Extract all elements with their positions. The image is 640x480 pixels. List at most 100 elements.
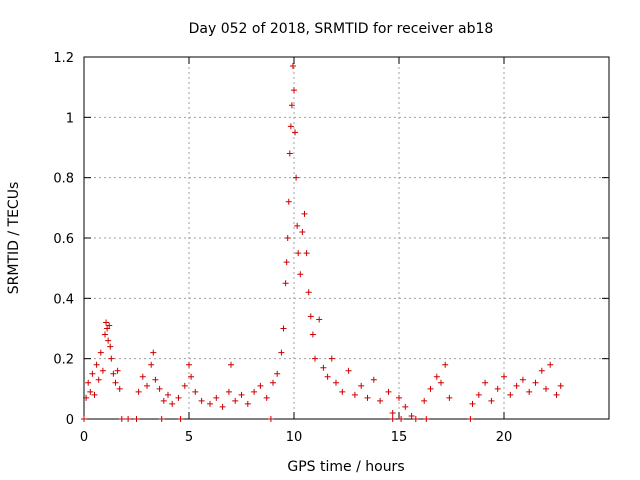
x-tick-label: 0 xyxy=(80,430,88,445)
data-point xyxy=(438,380,444,386)
data-point xyxy=(434,374,440,380)
chart: Day 052 of 2018, SRMTID for receiver ab1… xyxy=(0,0,640,480)
data-point xyxy=(295,250,301,256)
data-point xyxy=(278,350,284,356)
y-tick-label: 1.2 xyxy=(53,51,74,66)
data-point xyxy=(501,374,507,380)
data-point xyxy=(554,392,560,398)
data-point xyxy=(547,362,553,368)
data-point xyxy=(98,350,104,356)
data-point xyxy=(409,413,415,419)
x-tick-label: 10 xyxy=(286,430,303,445)
data-point xyxy=(283,280,289,286)
data-point xyxy=(291,87,297,93)
data-point xyxy=(288,123,294,129)
x-tick-label: 5 xyxy=(185,430,193,445)
data-point xyxy=(105,338,111,344)
data-point xyxy=(390,410,396,416)
data-point xyxy=(117,386,123,392)
data-point xyxy=(228,362,234,368)
grid xyxy=(84,57,609,419)
data-point xyxy=(312,356,318,362)
data-point xyxy=(226,389,232,395)
data-point xyxy=(346,368,352,374)
y-tick-label: 0 xyxy=(66,413,74,428)
data-point xyxy=(107,344,113,350)
data-point xyxy=(325,374,331,380)
data-point xyxy=(186,362,192,368)
data-point xyxy=(526,389,532,395)
data-point xyxy=(96,377,102,383)
data-points xyxy=(81,63,564,422)
data-point xyxy=(352,392,358,398)
data-point xyxy=(87,389,93,395)
data-point xyxy=(232,398,238,404)
data-point xyxy=(100,368,106,374)
data-point xyxy=(316,316,322,322)
data-point xyxy=(157,386,163,392)
data-point xyxy=(413,416,419,422)
data-point xyxy=(251,389,257,395)
data-point xyxy=(320,365,326,371)
data-point xyxy=(396,395,402,401)
data-point xyxy=(476,392,482,398)
data-point xyxy=(339,389,345,395)
data-point xyxy=(533,380,539,386)
data-point xyxy=(386,389,392,395)
data-point xyxy=(402,404,408,410)
data-point xyxy=(245,401,251,407)
data-point xyxy=(115,368,121,374)
data-point xyxy=(365,395,371,401)
chart-title: Day 052 of 2018, SRMTID for receiver ab1… xyxy=(189,21,494,37)
data-point xyxy=(371,377,377,383)
data-point xyxy=(482,380,488,386)
data-point xyxy=(304,250,310,256)
data-point xyxy=(514,383,520,389)
data-point xyxy=(270,380,276,386)
data-point xyxy=(467,416,473,422)
data-point xyxy=(293,175,299,181)
data-point xyxy=(488,398,494,404)
data-point xyxy=(140,374,146,380)
data-point xyxy=(297,271,303,277)
data-point xyxy=(292,129,298,135)
data-point xyxy=(182,383,188,389)
data-point xyxy=(285,235,291,241)
data-point xyxy=(159,416,165,422)
data-point xyxy=(207,401,213,407)
data-point xyxy=(103,319,109,325)
y-tick-label: 0.8 xyxy=(53,172,74,187)
data-point xyxy=(220,404,226,410)
data-point xyxy=(134,416,140,422)
data-point xyxy=(192,389,198,395)
data-point xyxy=(306,289,312,295)
data-point xyxy=(165,392,171,398)
data-point xyxy=(539,368,545,374)
axis-ticks: 0 0.2 0.4 0.6 0.8 1 1.2 0 5 10 15 20 xyxy=(53,51,609,445)
data-point xyxy=(520,377,526,383)
data-point xyxy=(377,398,383,404)
x-tick-label: 20 xyxy=(496,430,513,445)
data-point xyxy=(446,395,452,401)
data-point xyxy=(144,383,150,389)
data-point xyxy=(199,398,205,404)
x-axis-label: GPS time / hours xyxy=(287,459,404,475)
data-point xyxy=(358,383,364,389)
data-point xyxy=(110,371,116,377)
data-point xyxy=(284,259,290,265)
data-point xyxy=(308,313,314,319)
data-point xyxy=(136,389,142,395)
data-point xyxy=(169,401,175,407)
data-point xyxy=(257,383,263,389)
y-axis-label: SRMTID / TECUs xyxy=(6,182,22,295)
data-point xyxy=(81,416,87,422)
data-point xyxy=(329,356,335,362)
y-tick-label: 0.6 xyxy=(53,232,74,247)
data-point xyxy=(543,386,549,392)
data-point xyxy=(428,386,434,392)
data-point xyxy=(268,416,274,422)
data-point xyxy=(290,63,296,69)
data-point xyxy=(178,416,184,422)
data-point xyxy=(558,383,564,389)
data-point xyxy=(264,395,270,401)
